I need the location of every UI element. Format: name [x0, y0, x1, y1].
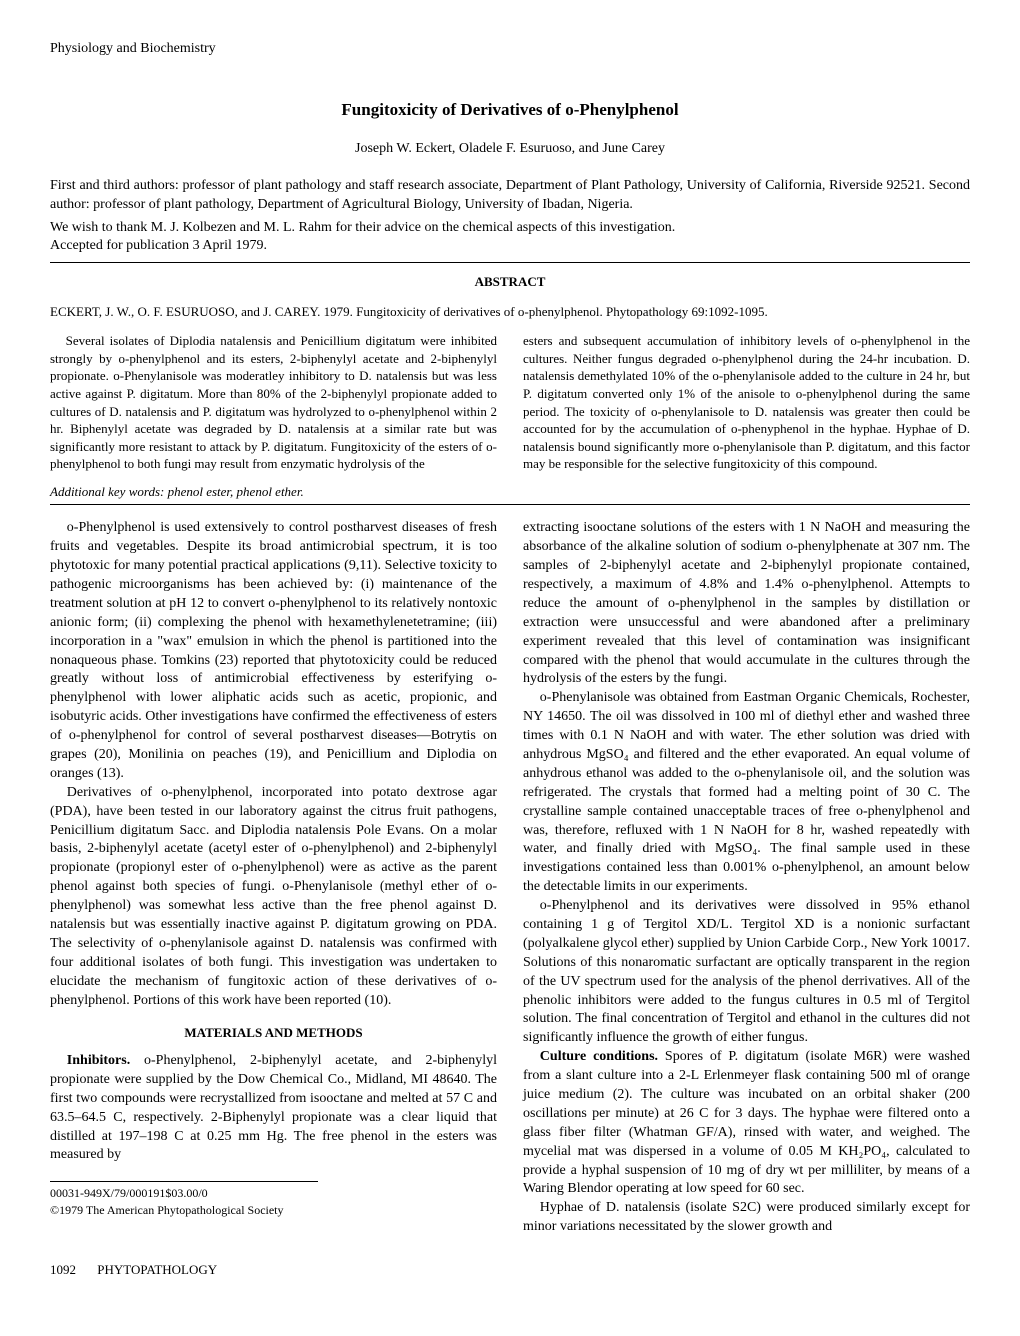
- inhibitors-label: Inhibitors.: [67, 1053, 130, 1068]
- article-title: Fungitoxicity of Derivatives of o-Phenyl…: [50, 99, 970, 122]
- body-left-p1: o-Phenylphenol is used extensively to co…: [50, 519, 497, 783]
- body-columns: o-Phenylphenol is used extensively to co…: [50, 519, 970, 1237]
- rule-top: [50, 262, 970, 263]
- abstract-heading: ABSTRACT: [50, 273, 970, 291]
- accepted-date: Accepted for publication 3 April 1979.: [50, 237, 970, 256]
- keywords-line: Additional key words: phenol ester, phen…: [50, 483, 970, 501]
- body-right-p5: Hyphae of D. natalensis (isolate S2C) we…: [523, 1199, 970, 1237]
- abstract-left-text: Several isolates of Diplodia natalensis …: [50, 332, 497, 472]
- body-left-p2: Derivatives of o-phenylphenol, incorpora…: [50, 784, 497, 1011]
- page-number: 1092: [50, 1261, 76, 1279]
- affiliations: First and third authors: professor of pl…: [50, 177, 970, 215]
- page-footer: 1092 PHYTOPATHOLOGY: [50, 1261, 970, 1279]
- abstract-columns: Several isolates of Diplodia natalensis …: [50, 332, 970, 472]
- footer-copyright: ©1979 The American Phytopathological Soc…: [50, 1202, 318, 1218]
- abstract-left-col: Several isolates of Diplodia natalensis …: [50, 332, 497, 472]
- body-left-col: o-Phenylphenol is used extensively to co…: [50, 519, 497, 1237]
- abstract-right-col: esters and subsequent accumulation of in…: [523, 332, 970, 472]
- body-right-p1: extracting isooctane solutions of the es…: [523, 519, 970, 689]
- body-right-col: extracting isooctane solutions of the es…: [523, 519, 970, 1237]
- authors-line: Joseph W. Eckert, Oladele F. Esuruoso, a…: [50, 140, 970, 159]
- body-left-p3: Inhibitors. o-Phenylphenol, 2-biphenylyl…: [50, 1052, 497, 1165]
- footer-code: 00031-949X/79/000191$03.00/0: [50, 1185, 318, 1201]
- footer-block: 00031-949X/79/000191$03.00/0 ©1979 The A…: [50, 1181, 318, 1217]
- acknowledgment: We wish to thank M. J. Kolbezen and M. L…: [50, 219, 970, 238]
- abstract-right-text: esters and subsequent accumulation of in…: [523, 332, 970, 472]
- body-left-p3-text: o-Phenylphenol, 2-biphenylyl acetate, an…: [50, 1053, 497, 1162]
- body-right-p4-text: Spores of P. digitatum (isolate M6R) wer…: [523, 1049, 970, 1196]
- body-right-p4: Culture conditions. Spores of P. digitat…: [523, 1048, 970, 1199]
- culture-conditions-label: Culture conditions.: [540, 1049, 658, 1064]
- citation-line: ECKERT, J. W., O. F. ESURUOSO, and J. CA…: [50, 303, 970, 321]
- materials-methods-heading: MATERIALS AND METHODS: [50, 1024, 497, 1042]
- journal-name: PHYTOPATHOLOGY: [97, 1262, 217, 1277]
- header-category: Physiology and Biochemistry: [50, 40, 970, 59]
- rule-bottom: [50, 504, 970, 505]
- body-right-p2: o-Phenylanisole was obtained from Eastma…: [523, 689, 970, 897]
- body-right-p3: o-Phenylphenol and its derivatives were …: [523, 897, 970, 1048]
